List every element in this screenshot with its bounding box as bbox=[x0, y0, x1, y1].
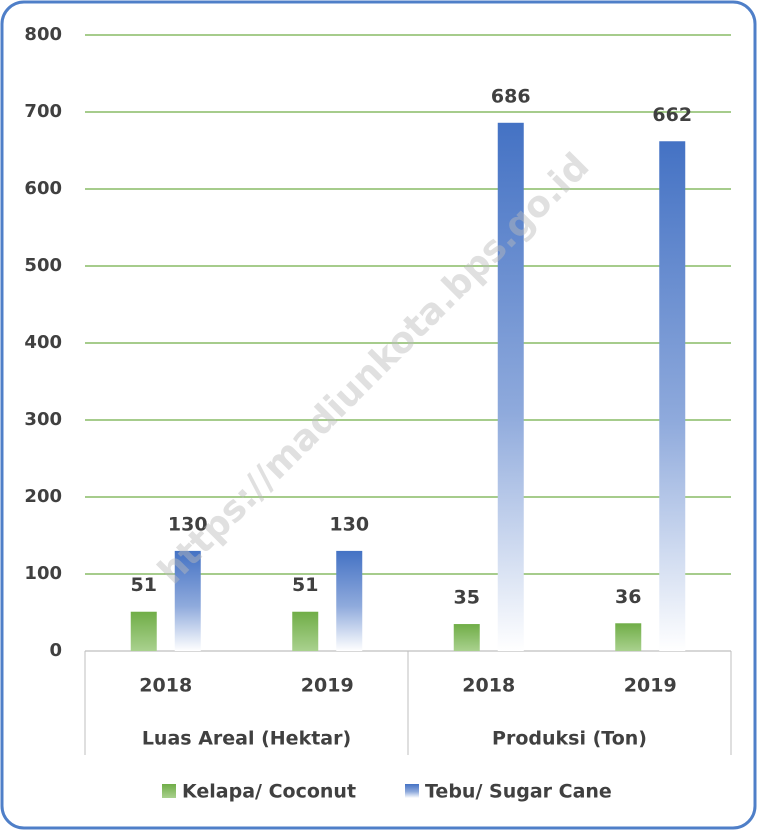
data-label: 130 bbox=[168, 513, 208, 535]
data-label: 662 bbox=[652, 104, 692, 126]
y-tick-label: 300 bbox=[24, 409, 62, 430]
legend-swatch bbox=[162, 784, 176, 798]
y-tick-label: 800 bbox=[24, 24, 62, 45]
y-tick-label: 500 bbox=[24, 255, 62, 276]
data-label: 51 bbox=[131, 574, 157, 596]
y-tick-label: 400 bbox=[24, 332, 62, 353]
x-tick-label: 2019 bbox=[301, 675, 354, 697]
x-tick-label: 2019 bbox=[624, 675, 677, 697]
data-label: 686 bbox=[491, 85, 531, 107]
bar bbox=[130, 611, 157, 651]
bar bbox=[659, 141, 686, 651]
x-tick-label: 2018 bbox=[139, 675, 192, 697]
bar bbox=[615, 623, 642, 651]
bar bbox=[453, 624, 480, 651]
y-tick-label: 700 bbox=[24, 101, 62, 122]
y-tick-label: 600 bbox=[24, 178, 62, 199]
data-label: 36 bbox=[615, 586, 641, 608]
y-tick-label: 100 bbox=[24, 563, 62, 584]
data-label: 35 bbox=[454, 587, 480, 609]
y-tick-label: 200 bbox=[24, 486, 62, 507]
group-label: Luas Areal (Hektar) bbox=[142, 728, 351, 750]
legend-label: Tebu/ Sugar Cane bbox=[425, 781, 612, 803]
bar bbox=[497, 122, 524, 651]
legend-label: Kelapa/ Coconut bbox=[182, 781, 356, 803]
bar bbox=[336, 550, 363, 651]
data-label: 130 bbox=[329, 513, 369, 535]
group-label: Produksi (Ton) bbox=[492, 728, 647, 750]
x-tick-label: 2018 bbox=[462, 675, 515, 697]
data-label: 51 bbox=[292, 574, 318, 596]
y-tick-label: 0 bbox=[49, 640, 62, 661]
bar bbox=[292, 611, 319, 651]
bar bbox=[174, 550, 201, 651]
legend-swatch bbox=[405, 784, 419, 798]
